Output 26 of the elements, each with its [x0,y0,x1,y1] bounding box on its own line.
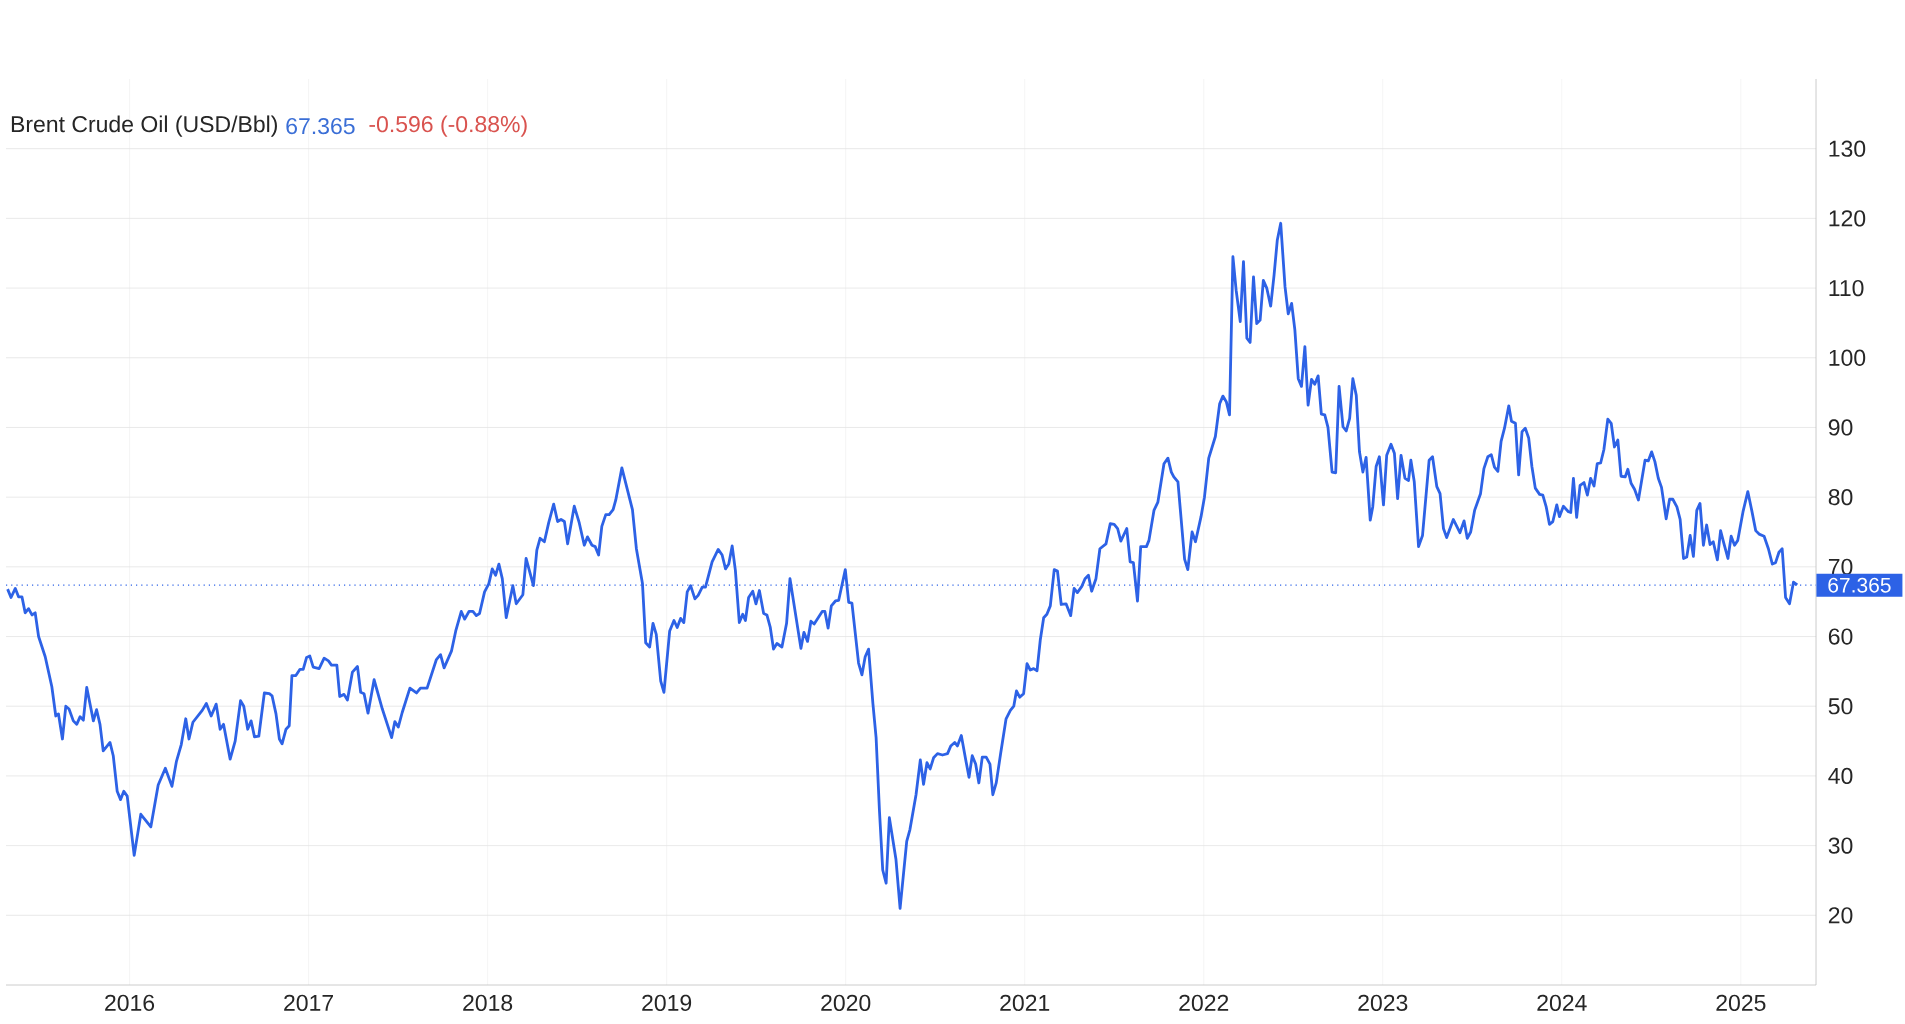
y-tick-label: 60 [1828,628,1853,645]
y-tick-label: 100 [1829,349,1866,366]
y-tick-label: 90 [1828,419,1853,436]
x-tick-label: 2024 [1537,994,1587,1012]
ref-line-label: 67.365 [1828,577,1891,593]
x-tick-label: 2020 [821,994,871,1012]
y-tick-label: 20 [1828,907,1853,924]
x-tick-label: 2021 [1000,994,1050,1012]
y-tick-label: 30 [1828,837,1853,854]
x-tick-label: 2025 [1716,994,1766,1012]
x-tick-label: 2017 [284,994,333,1012]
annotation: 67.365 [286,117,355,135]
y-tick-label: 110 [1829,279,1864,297]
x-tick-label: 2023 [1358,994,1408,1012]
text: Brent Crude Oil (USD/Bbl) [11,115,277,137]
y-tick-label: 40 [1828,767,1853,785]
y-tick-label: 120 [1829,210,1866,227]
y-tick-label: 80 [1828,489,1853,506]
y-tick-label: 70 [1828,558,1853,575]
x-tick-label: 2016 [105,994,155,1012]
y-tick-label: 130 [1829,140,1866,157]
x-tick-label: 2022 [1179,994,1229,1012]
x-tick-label: 2019 [642,994,692,1012]
annotation: -0.596 (-0.88%) [369,115,527,137]
x-tick-label: 2018 [463,994,513,1012]
y-tick-label: 50 [1828,698,1853,715]
